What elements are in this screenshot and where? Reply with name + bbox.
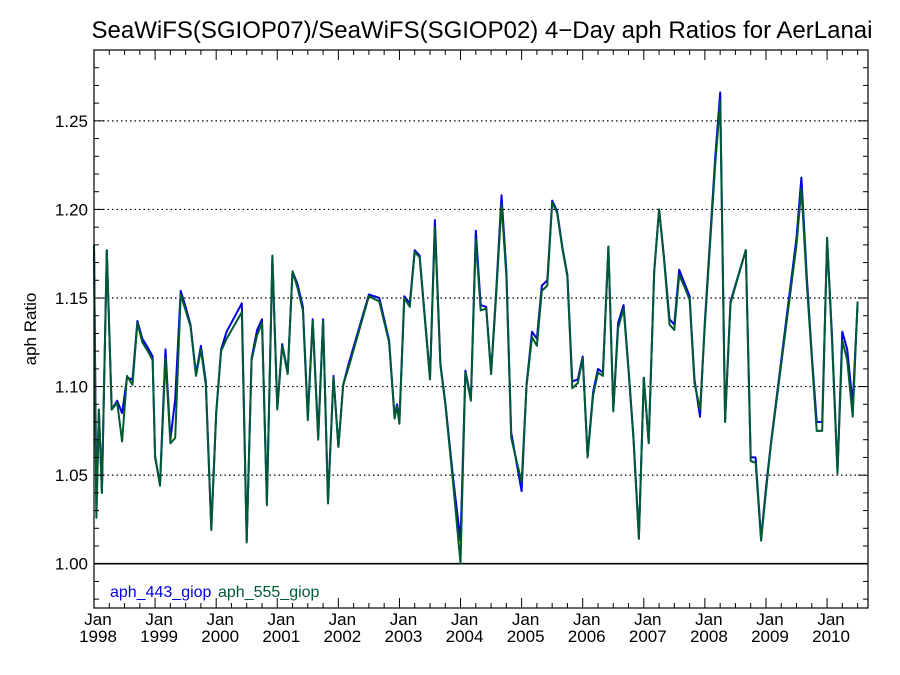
x-tick-year: 2003 <box>385 627 423 646</box>
x-tick-month: Jan <box>268 610 295 629</box>
x-tick-month: Jan <box>390 610 417 629</box>
y-axis-label: aph Ratio <box>21 293 40 366</box>
x-tick-year: 1999 <box>140 627 178 646</box>
x-tick-month: Jan <box>145 610 172 629</box>
x-tick-month: Jan <box>512 610 539 629</box>
y-tick-labels: 1.00 1.05 1.10 1.15 1.20 1.25 <box>55 112 88 574</box>
x-tick-year: 2002 <box>323 627 361 646</box>
plot-frame <box>93 49 869 609</box>
x-tick-year: 2009 <box>751 627 789 646</box>
x-tick-year: 2004 <box>446 627 484 646</box>
x-tick-month: Jan <box>573 610 600 629</box>
y-tick-label: 1.15 <box>55 289 88 308</box>
legend-aph-555-giop: aph_555_giop <box>218 584 320 601</box>
y-tick-label: 1.05 <box>55 466 88 485</box>
x-tick-month: Jan <box>329 610 356 629</box>
chart-title: SeaWiFS(SGIOP07)/SeaWiFS(SGIOP02) 4−Day … <box>92 17 873 44</box>
x-tick-year: 2000 <box>201 627 239 646</box>
x-tick-month: Jan <box>451 610 478 629</box>
legend: aph_443_giop aph_555_giop <box>110 584 320 601</box>
x-tick-month: Jan <box>84 610 111 629</box>
series-line-aph-555-giop <box>93 100 859 565</box>
x-tick-month: Jan <box>756 610 783 629</box>
x-tick-year: 2008 <box>690 627 728 646</box>
y-tick-label: 1.20 <box>55 200 88 219</box>
legend-aph-443-giop: aph_443_giop <box>110 584 212 601</box>
x-tick-month: Jan <box>206 610 233 629</box>
x-tick-year: 1998 <box>79 627 117 646</box>
y-tick-label: 1.10 <box>55 378 88 397</box>
x-tick-month: Jan <box>695 610 722 629</box>
x-tick-year: 2006 <box>568 627 606 646</box>
x-tick-month: Jan <box>634 610 661 629</box>
x-tick-month: Jan <box>817 610 844 629</box>
y-tick-label: 1.00 <box>55 555 88 574</box>
x-tick-year: 2001 <box>262 627 300 646</box>
y-tick-label: 1.25 <box>55 112 88 131</box>
x-tick-year: 2005 <box>507 627 545 646</box>
series-lines <box>93 91 859 565</box>
x-tick-year: 2007 <box>629 627 667 646</box>
x-tick-labels: Jan1998Jan1999Jan2000Jan2001Jan2002Jan20… <box>79 610 850 646</box>
x-tick-year: 2010 <box>812 627 850 646</box>
axis-ticks <box>93 50 868 608</box>
